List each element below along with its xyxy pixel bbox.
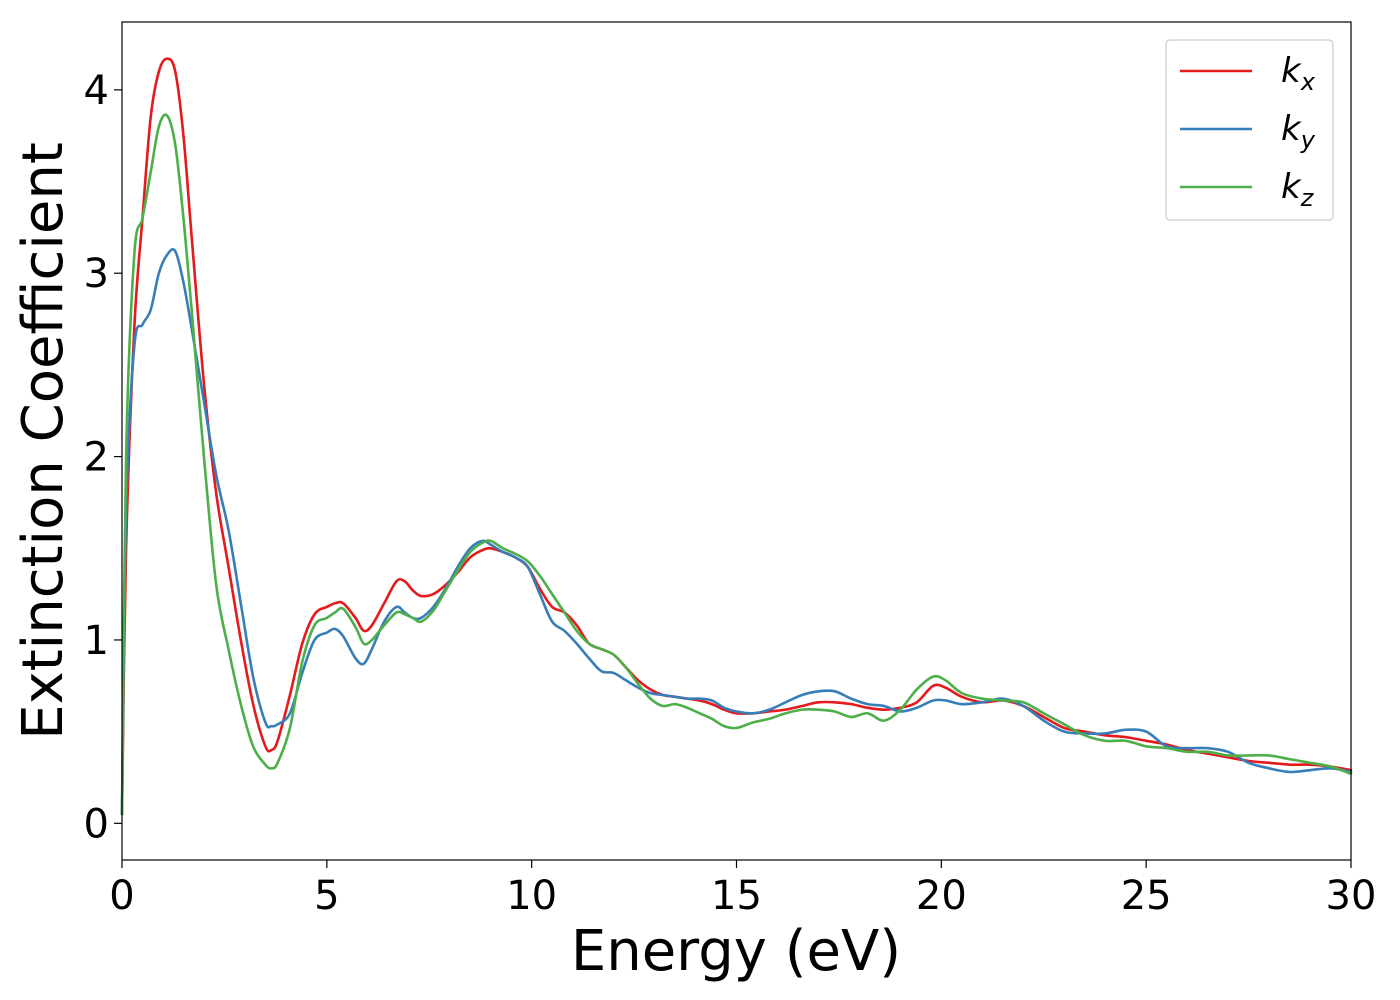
legend: kx ky kz bbox=[1165, 39, 1334, 221]
series-line-y bbox=[120, 248, 1353, 816]
x-tick-label: 5 bbox=[314, 873, 339, 919]
legend-label-z: kz bbox=[1281, 167, 1315, 212]
axis-ticks: 0 5 10 15 20 25 30 0 1 2 3 4 bbox=[84, 68, 1377, 919]
legend-label-y: ky bbox=[1281, 109, 1316, 154]
x-tick-label: 25 bbox=[1121, 873, 1172, 919]
x-tick-label: 10 bbox=[506, 873, 557, 919]
y-tick-label: 3 bbox=[84, 251, 109, 297]
y-tick-label: 0 bbox=[84, 801, 109, 847]
series-lines bbox=[120, 57, 1353, 816]
x-tick-label: 0 bbox=[109, 873, 134, 919]
legend-label-x: kx bbox=[1281, 51, 1316, 96]
x-tick-label: 20 bbox=[916, 873, 967, 919]
y-tick-label: 4 bbox=[84, 68, 109, 114]
y-axis-title: Extinction Coefficient bbox=[11, 142, 76, 740]
x-tick-label: 15 bbox=[711, 873, 762, 919]
x-tick-label: 30 bbox=[1326, 873, 1377, 919]
series-line-z bbox=[120, 113, 1353, 816]
y-tick-label: 1 bbox=[84, 618, 109, 664]
plot-area-frame bbox=[121, 21, 1352, 861]
y-tick-label: 2 bbox=[84, 435, 109, 481]
x-axis-title: Energy (eV) bbox=[571, 919, 901, 984]
